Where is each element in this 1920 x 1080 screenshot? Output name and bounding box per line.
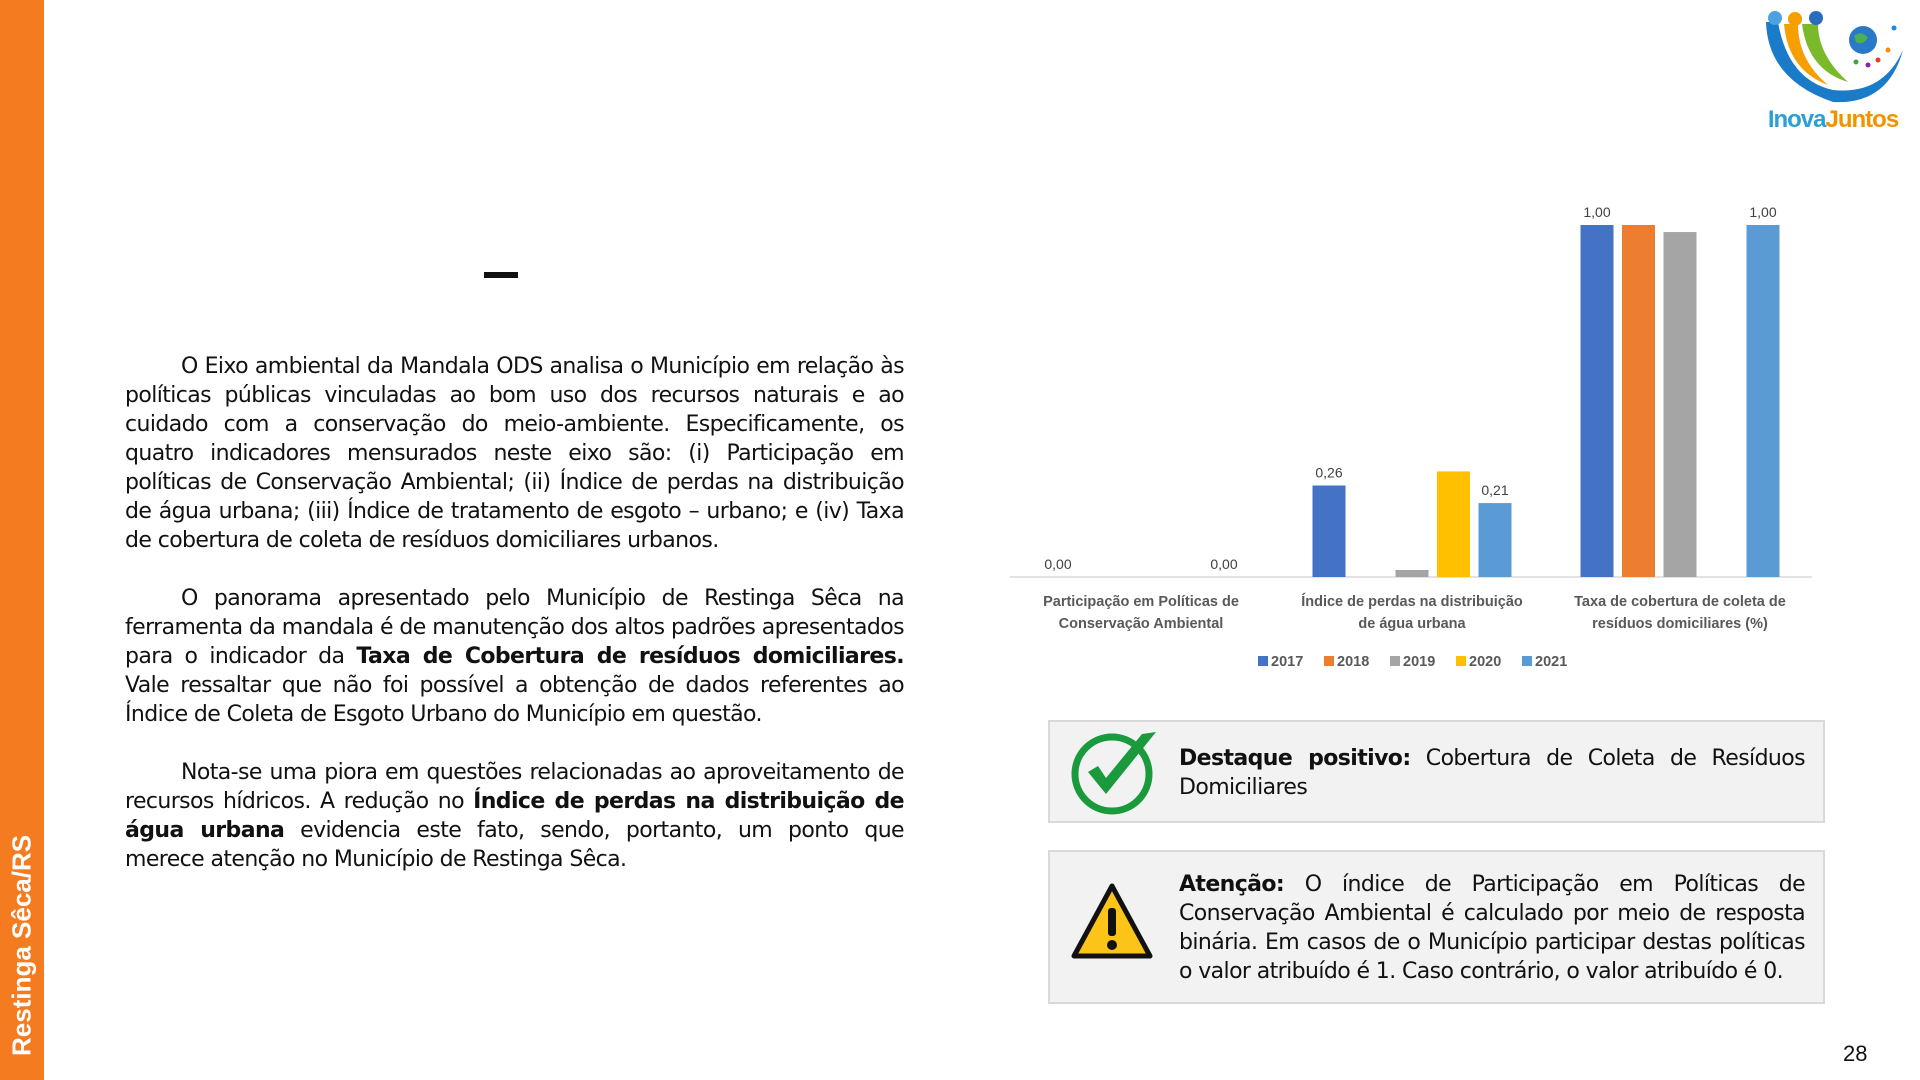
paragraph-3: Nota-se uma piora em questões relacionad…	[125, 758, 905, 874]
data-label-2017-0: 0,00	[1044, 556, 1071, 572]
logo-graphic	[1766, 11, 1903, 103]
p2-text-end: Vale ressaltar que não foi possível a ob…	[125, 673, 905, 727]
data-label-2017-1: 0,26	[1315, 464, 1342, 480]
legend-swatch-2019	[1390, 656, 1400, 666]
p3-text-end: evidencia este fato, sendo, portanto, um…	[125, 818, 905, 872]
p3-text: Nota-se uma piora em questões relacionad…	[125, 760, 905, 814]
data-label-2021-0: 0,00	[1210, 556, 1237, 572]
bar-2019-1	[1395, 569, 1429, 577]
check-circle-icon	[1071, 732, 1156, 815]
attention-body: O índice de Participação em Políticas de…	[1179, 872, 1806, 984]
bar-2017-2	[1580, 225, 1614, 577]
p2-text: O panorama apresentado pelo Município de…	[125, 586, 905, 669]
attention-text: Atenção: O índice de Participação em Pol…	[1179, 870, 1806, 986]
category-label-0: Participação em Políticas de Conservação …	[1043, 594, 1239, 632]
legend-label-2020: 2020	[1469, 654, 1501, 670]
legend-swatch-2021	[1522, 656, 1532, 666]
logo-wordmark: InovaJuntos	[1758, 106, 1908, 134]
data-label-2017-2: 1,00	[1583, 204, 1610, 220]
p3-bold: Índice de perdas na distribuição de água…	[125, 789, 905, 843]
positive-highlight-box: Destaque positivo: Cobertura de Coleta d…	[1048, 720, 1825, 823]
data-label-2021-2: 1,00	[1749, 204, 1776, 220]
attention-label: Atenção:	[1179, 872, 1285, 897]
paragraph-1: O Eixo ambiental da Mandala ODS analisa …	[125, 354, 905, 553]
legend-label-2019: 2019	[1403, 654, 1435, 670]
highlight-body: Cobertura de Coleta de Resíduos Domicili…	[1179, 746, 1806, 800]
bar-2017-1	[1312, 485, 1346, 577]
logo-word-1: Inova	[1767, 106, 1827, 133]
bar-2019-2	[1663, 232, 1697, 577]
title-dash	[484, 272, 518, 278]
municipality-label: Restinga Sêca/RS	[6, 834, 37, 1056]
legend-label-2018: 2018	[1337, 654, 1369, 670]
body-text: O Eixo ambiental da Mandala ODS analisa …	[125, 352, 905, 903]
legend-label-2017: 2017	[1271, 654, 1303, 670]
inovajuntos-logo: InovaJuntos	[1758, 10, 1908, 135]
logo-word-2: Juntos	[1825, 106, 1900, 133]
category-label-1: Índice de perdas na distribuição de água …	[1301, 593, 1523, 632]
p2-bold: Taxa de Cobertura de resíduos domiciliar…	[356, 644, 904, 669]
bar-chart: 0,00 0,26 1,00 0,00 0,21 1,00 Participação em …	[1010, 204, 1812, 670]
sidebar-band: Restinga Sêca/RS	[0, 0, 44, 1080]
paragraph-2: O panorama apresentado pelo Município de…	[125, 584, 905, 729]
legend-label-2021: 2021	[1535, 654, 1567, 670]
attention-box: Atenção: O índice de Participação em Pol…	[1048, 850, 1825, 1004]
warning-icon	[1071, 883, 1153, 959]
bar-2020-1	[1437, 471, 1470, 577]
legend-swatch-2018	[1324, 656, 1334, 666]
highlight-label: Destaque positivo:	[1179, 746, 1411, 771]
bar-2021-2	[1746, 225, 1780, 577]
legend-swatch-2017	[1258, 656, 1268, 666]
highlight-text: Destaque positivo: Cobertura de Coleta d…	[1179, 744, 1806, 802]
bar-2021-1	[1478, 503, 1512, 577]
category-label-2: Taxa de cobertura de coleta de resíduos d…	[1574, 594, 1786, 632]
bar-2018-2	[1622, 225, 1655, 577]
data-label-2021-1: 0,21	[1481, 482, 1508, 498]
legend-swatch-2020	[1456, 656, 1466, 666]
page-number: 28	[1843, 1041, 1868, 1066]
